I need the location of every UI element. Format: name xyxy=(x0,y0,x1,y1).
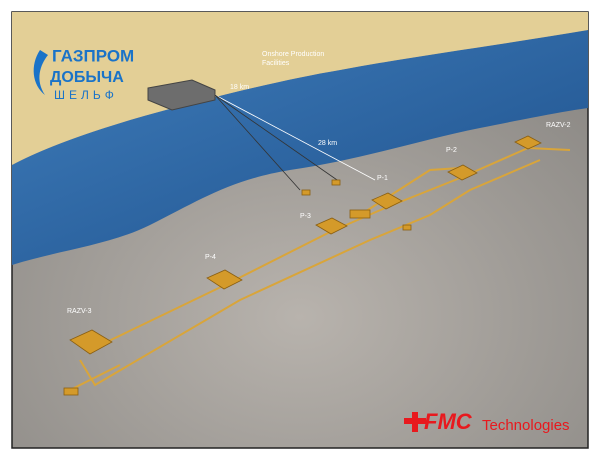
manifold xyxy=(349,209,371,219)
node-label: RAZV-3 xyxy=(67,308,92,315)
templates xyxy=(63,135,542,396)
facility-label: Onshore Production xyxy=(262,51,324,58)
template xyxy=(69,329,113,355)
brand-cross xyxy=(404,412,426,432)
structure xyxy=(331,179,341,186)
template xyxy=(315,217,348,235)
pipeline xyxy=(69,364,121,391)
logo-flame xyxy=(33,50,48,95)
logo-text: ШЕЛЬФ xyxy=(54,88,118,102)
shore xyxy=(12,12,588,165)
template xyxy=(447,164,478,181)
distance-label: 28 km xyxy=(318,140,337,147)
pipeline-shore xyxy=(214,94,301,191)
brand-mark: FMC xyxy=(424,409,473,434)
structure xyxy=(402,224,412,231)
brand-word: Technologies xyxy=(482,417,570,434)
logo: ГАЗПРОМ ДОБЫЧА ШЕЛЬФ xyxy=(33,46,134,102)
node-label: P-2 xyxy=(446,147,457,154)
facility-label: Facilities xyxy=(262,60,290,67)
structure xyxy=(63,387,79,396)
facility-building xyxy=(147,79,216,111)
node-label: P-1 xyxy=(377,175,388,182)
water xyxy=(12,30,588,265)
pipeline xyxy=(79,159,541,387)
distance-label: 18 km xyxy=(230,84,249,91)
node-label: P-4 xyxy=(205,254,216,261)
node-label: RAZV-2 xyxy=(546,122,571,129)
brand: FMC Technologies xyxy=(404,409,570,434)
distance-line xyxy=(214,94,376,181)
template xyxy=(371,192,403,210)
logo-text: ГАЗПРОМ xyxy=(52,46,134,65)
pipeline-shore xyxy=(214,94,341,183)
template xyxy=(514,135,542,150)
node-label: P-3 xyxy=(300,213,311,220)
template xyxy=(206,269,243,290)
structure xyxy=(301,189,311,196)
logo-text: ДОБЫЧА xyxy=(50,69,124,86)
